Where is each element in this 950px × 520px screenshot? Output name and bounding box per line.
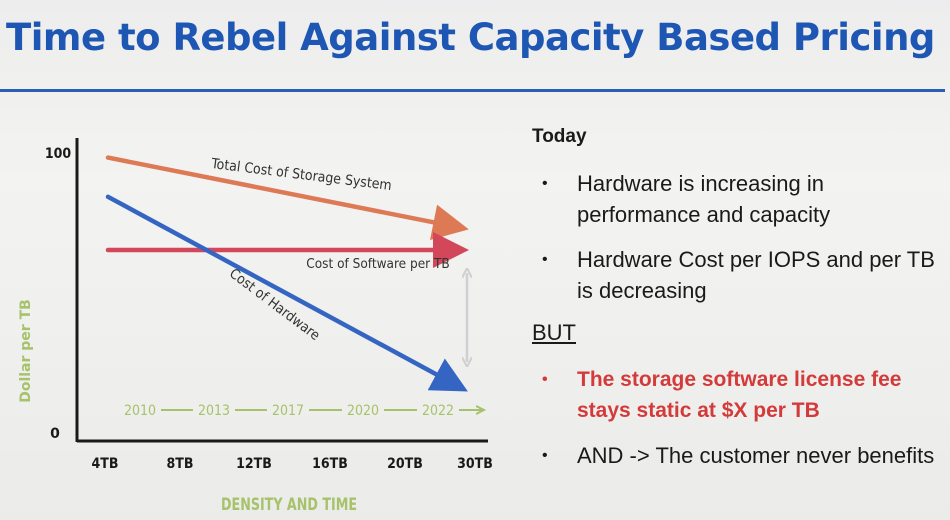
series-label-total-cost: Total Cost of Storage System [209, 156, 392, 194]
y-axis-label: Dollar per TB [18, 299, 34, 403]
x-tick-label: 30TB [457, 456, 493, 472]
x-tick-label: 4TB [92, 456, 119, 472]
slide-title: Time to Rebel Against Capacity Based Pri… [6, 16, 935, 59]
x-tick-label: 8TB [167, 456, 194, 472]
x-tick-label: 20TB [387, 456, 423, 472]
timeline-year: 2010 [124, 403, 156, 419]
y-tick-label: 100 [45, 146, 72, 162]
bullet-text: AND -> The customer never benefits [577, 443, 935, 468]
timeline-year: 2013 [198, 403, 230, 419]
bullet-text: The storage software license fee stays s… [577, 368, 902, 422]
x-tick-label: 12TB [236, 456, 272, 472]
bullet-text: Hardware is increasing in performance an… [577, 171, 831, 227]
x-tick-label: 16TB [312, 456, 348, 472]
text-panel: Today • Hardware is increasing in perfor… [530, 126, 948, 485]
y-tick-label: 0 [50, 426, 60, 442]
series-label-software-cost: Cost of Software per TB [306, 256, 450, 272]
bullet-dot: • [542, 371, 548, 388]
series-line-total-cost [105, 155, 469, 240]
timeline-year: 2022 [422, 403, 454, 419]
but-heading: BUT [532, 320, 576, 345]
series-line-hardware-cost [105, 194, 468, 392]
cost-chart: 100 0 Dollar per TB 4TB 8TB 12TB 16TB 20TB 30… [18, 138, 493, 515]
timeline-year: 2017 [272, 403, 304, 419]
timeline-year: 2020 [347, 403, 379, 419]
bullet-customer: • AND -> The customer never benefits [530, 440, 948, 471]
bullet-dot: • [542, 447, 548, 464]
bullet-hardware-cost: • Hardware Cost per IOPS and per TB is d… [530, 244, 948, 306]
bullet-software-license: • The storage software license fee stays… [530, 364, 948, 426]
bullet-dot: • [542, 175, 548, 192]
bullet-hardware-performance: • Hardware is increasing in performance … [530, 168, 948, 230]
bullet-dot: • [542, 251, 548, 268]
bullet-text: Hardware Cost per IOPS and per TB is dec… [577, 247, 935, 303]
title-rule [0, 89, 945, 92]
today-heading: Today [532, 126, 587, 147]
x-axis-label: DENSITY AND TIME [221, 495, 357, 515]
